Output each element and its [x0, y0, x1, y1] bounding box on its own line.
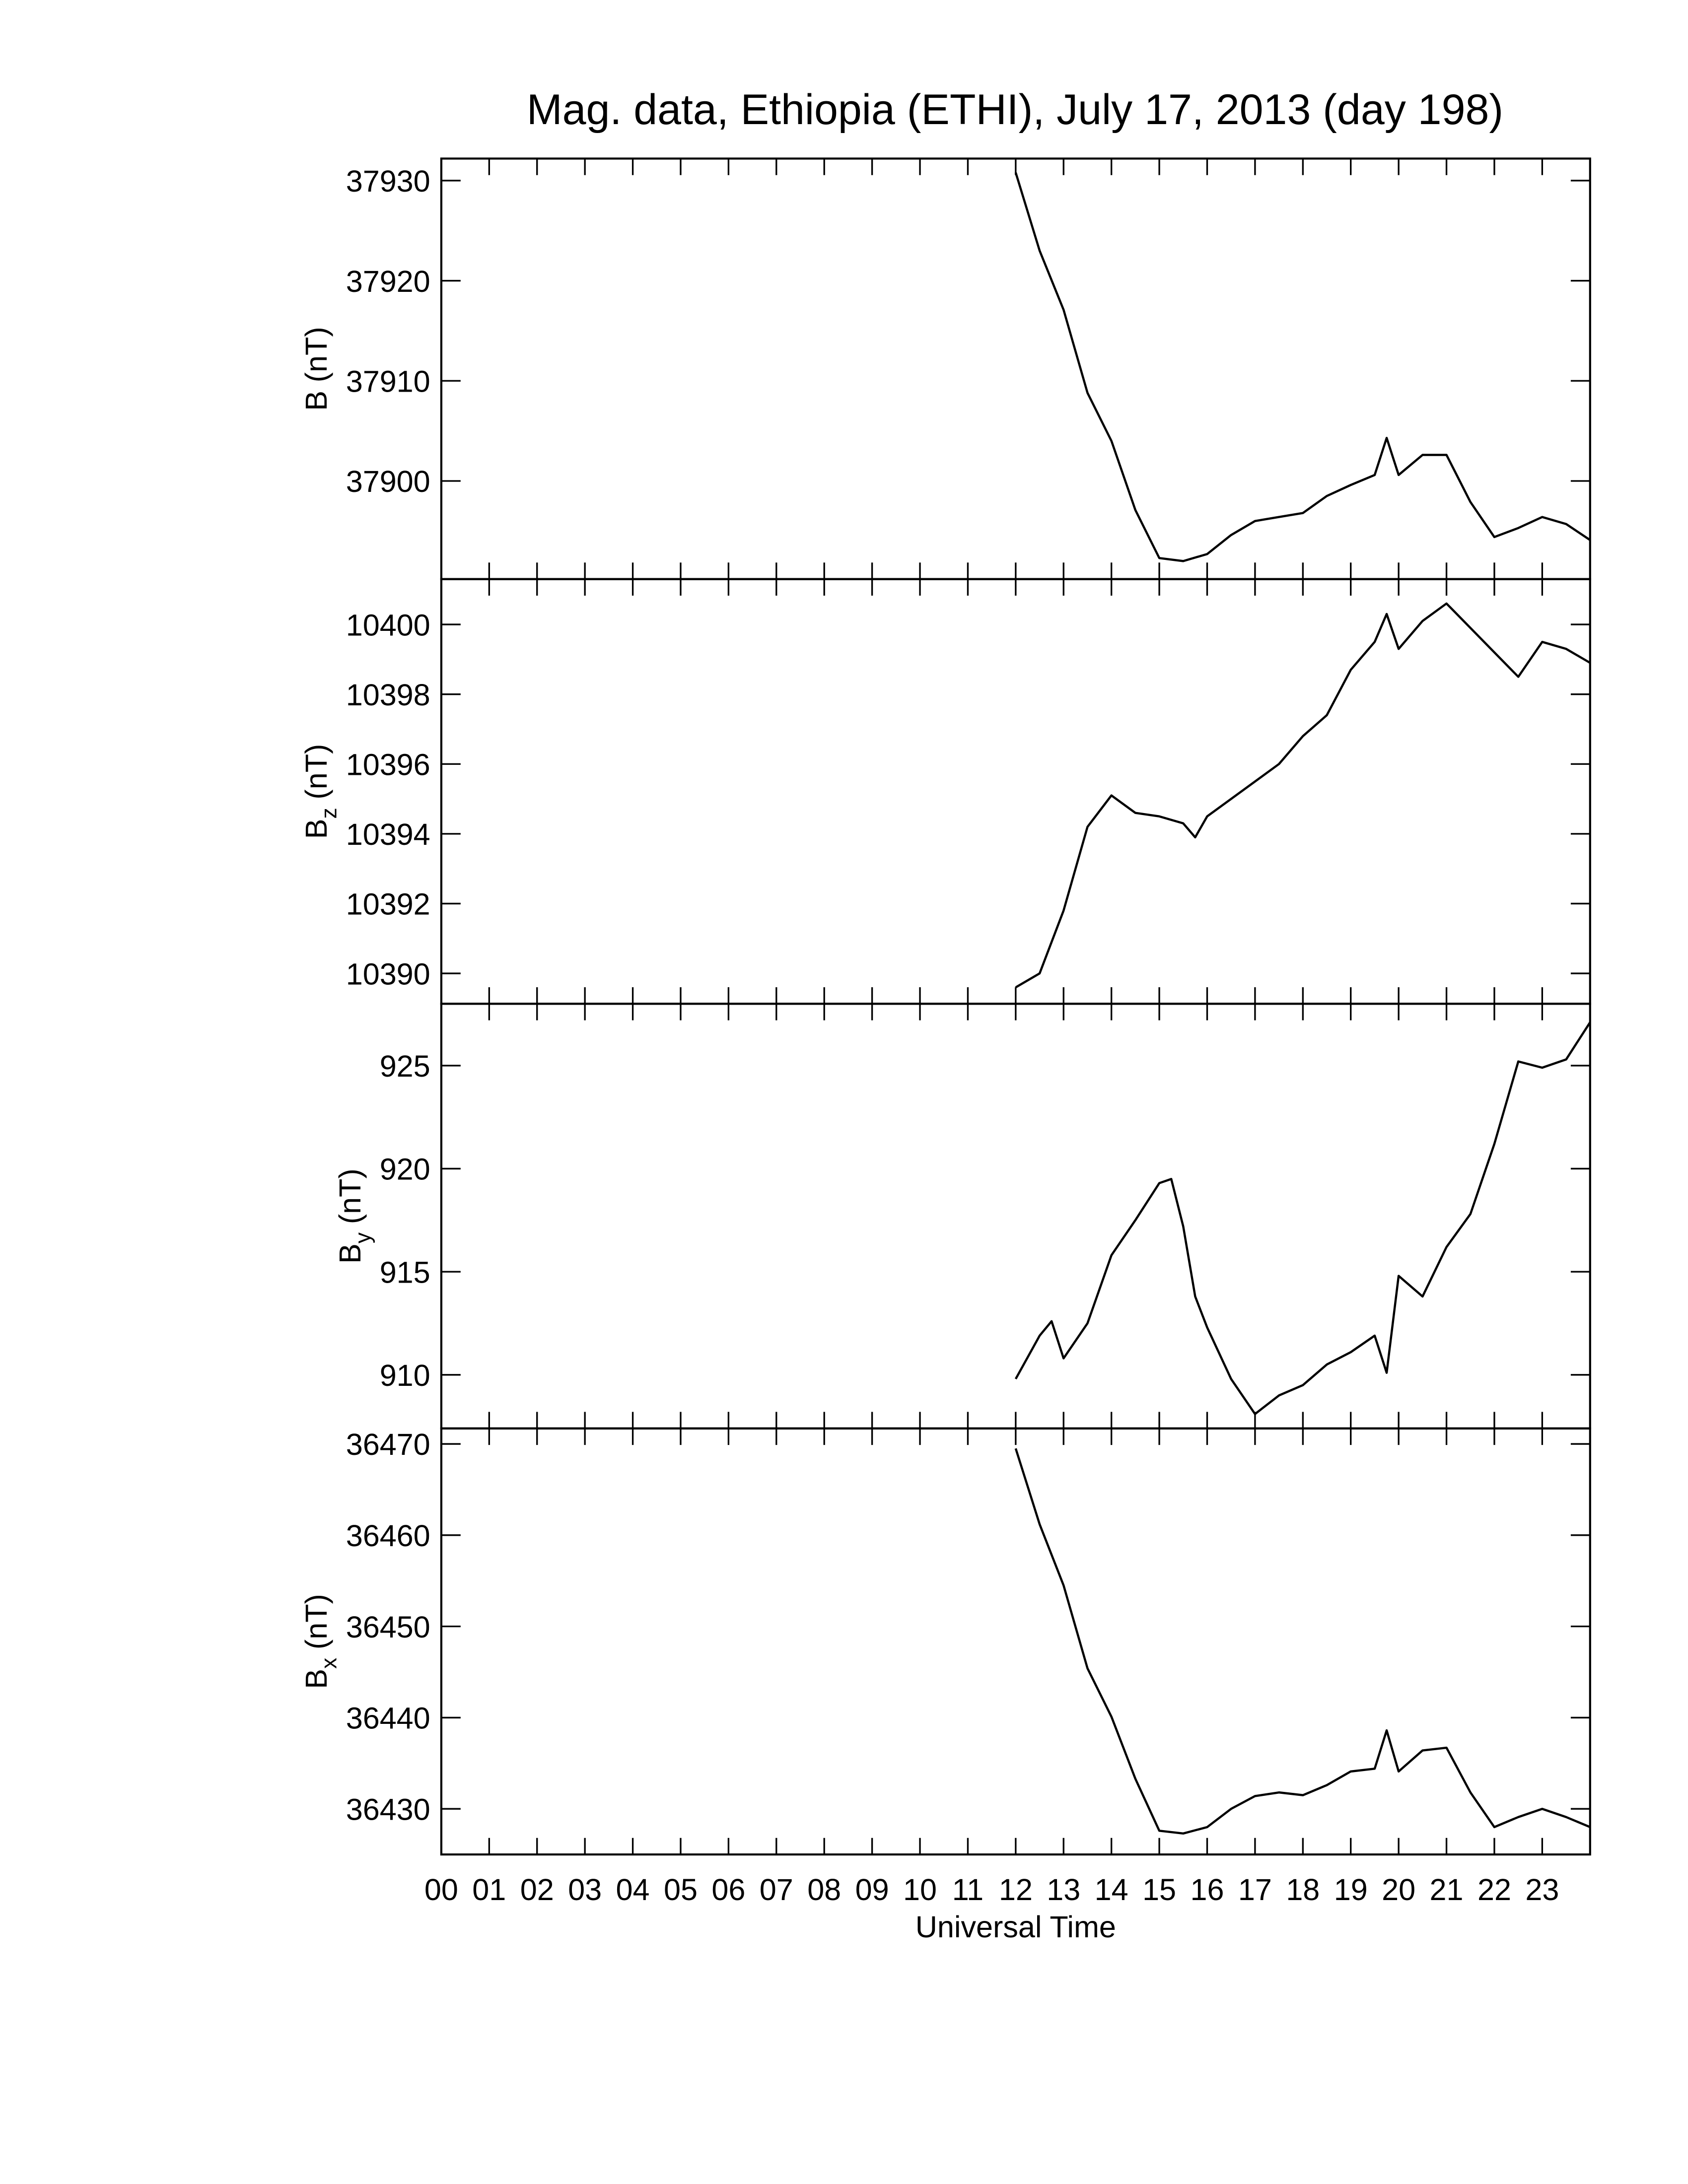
y-tick-label: 36440	[346, 1702, 430, 1735]
y-tick-label: 915	[380, 1255, 430, 1289]
y-label-main: B	[299, 819, 333, 839]
y-label-sub: y	[351, 1232, 375, 1243]
y-tick-label: 36430	[346, 1792, 430, 1826]
data-line	[1014, 172, 1591, 562]
x-tick-label: 03	[568, 1873, 602, 1907]
x-tick-label: 12	[999, 1873, 1033, 1907]
y-tick-label: 10390	[346, 957, 430, 991]
x-tick-label: 15	[1142, 1873, 1176, 1907]
x-tick-label: 16	[1190, 1873, 1224, 1907]
y-label-sub: x	[317, 1658, 341, 1669]
x-tick-label: 00	[424, 1873, 458, 1907]
y-tick-label: 910	[380, 1359, 430, 1392]
x-tick-label: 01	[472, 1873, 506, 1907]
y-axis-label: Bz (nT)	[299, 744, 341, 839]
y-axis-label: Bx (nT)	[299, 1594, 341, 1689]
y-label-main: B	[333, 1243, 367, 1264]
y-label-sub: z	[317, 808, 341, 819]
chart-title: Mag. data, Ethiopia (ETHI), July 17, 201…	[527, 86, 1503, 134]
y-tick-label: 10396	[346, 748, 430, 781]
x-tick-label: 09	[855, 1873, 889, 1907]
y-tick-label: 10400	[346, 608, 430, 642]
y-tick-label: 36460	[346, 1519, 430, 1553]
x-axis-label: Universal Time	[915, 1910, 1116, 1944]
x-tick-label: 14	[1095, 1873, 1128, 1907]
data-line	[1015, 602, 1591, 989]
y-tick-label: 10392	[346, 887, 430, 921]
y-tick-label: 920	[380, 1153, 430, 1186]
y-axis-label: B (nT)	[299, 327, 333, 410]
x-tick-label: 11	[952, 1873, 984, 1907]
y-tick-label: 37900	[346, 465, 430, 498]
y-label-unit: (nT)	[299, 1594, 333, 1649]
x-tick-label: 06	[711, 1873, 745, 1907]
y-tick-label: 37910	[346, 364, 430, 398]
y-tick-label: 37920	[346, 265, 430, 298]
y-tick-label: 10398	[346, 678, 430, 712]
y-tick-label: 10394	[346, 818, 430, 851]
x-tick-label: 13	[1047, 1873, 1080, 1907]
x-tick-label: 07	[760, 1873, 793, 1907]
y-label-unit: (nT)	[299, 327, 333, 382]
x-tick-label: 04	[616, 1873, 650, 1907]
data-line	[1014, 1022, 1591, 1415]
y-label-main: B	[299, 391, 333, 411]
data-line	[1014, 1448, 1591, 1835]
y-tick-label: 36450	[346, 1610, 430, 1644]
x-tick-label: 08	[807, 1873, 841, 1907]
x-tick-label: 17	[1238, 1873, 1272, 1907]
y-label-unit: (nT)	[333, 1168, 367, 1224]
x-tick-label: 02	[520, 1873, 554, 1907]
y-tick-label: 36470	[346, 1428, 430, 1461]
x-tick-label: 05	[664, 1873, 698, 1907]
y-tick-label: 925	[380, 1049, 430, 1083]
x-tick-label: 18	[1286, 1873, 1320, 1907]
x-tick-label: 20	[1382, 1873, 1415, 1907]
x-tick-label: 10	[903, 1873, 937, 1907]
x-tick-label: 21	[1430, 1873, 1464, 1907]
y-label-main: B	[299, 1669, 333, 1689]
x-tick-label: 23	[1525, 1873, 1559, 1907]
y-tick-label: 37930	[346, 164, 430, 198]
x-tick-label: 19	[1334, 1873, 1368, 1907]
x-tick-label: 22	[1477, 1873, 1511, 1907]
y-label-unit: (nT)	[299, 744, 333, 800]
y-axis-label: By (nT)	[333, 1168, 375, 1264]
